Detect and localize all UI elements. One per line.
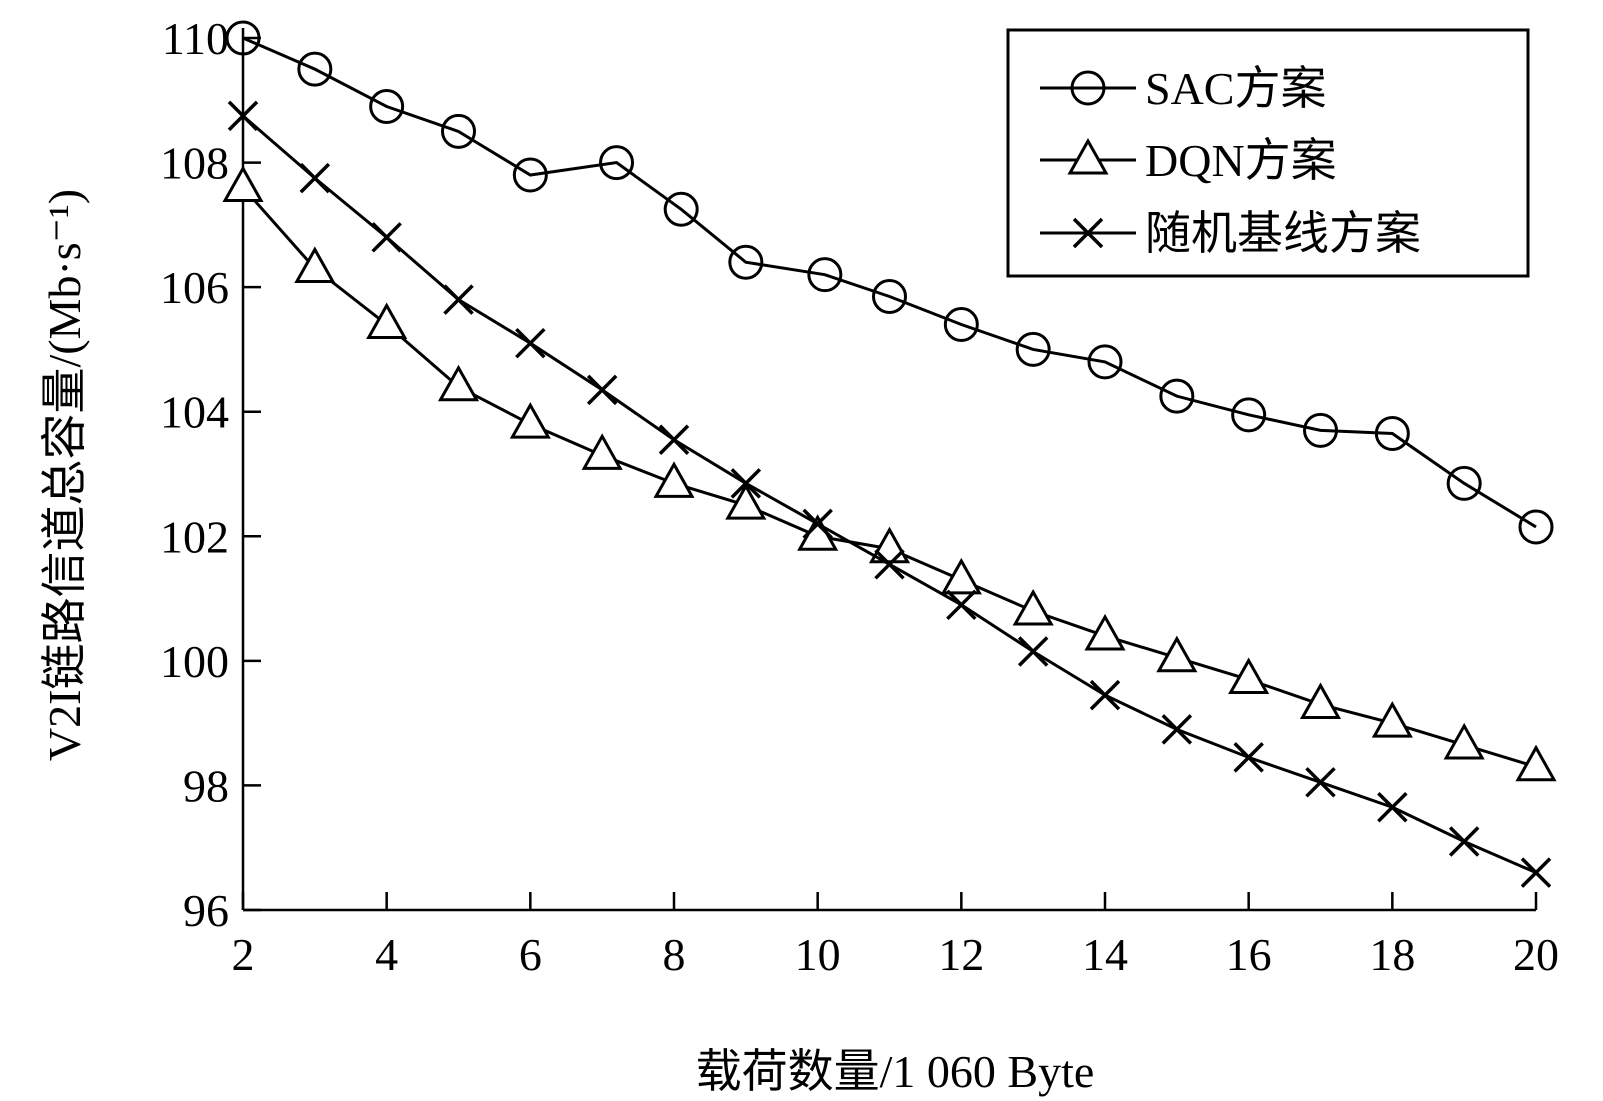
triangle-marker: [725, 483, 767, 520]
x-marker: [1520, 857, 1552, 888]
series-line: [242, 36, 1537, 529]
triangle-marker: [1156, 635, 1198, 673]
y-tick-label: 106: [160, 262, 229, 313]
circle-marker: [369, 89, 405, 125]
x-marker: [1233, 742, 1264, 773]
x-marker: [299, 162, 331, 194]
triangle-marker: [1084, 613, 1126, 651]
y-tick-label: 104: [160, 387, 229, 438]
circle-marker: [663, 191, 699, 227]
x-marker: [371, 222, 402, 253]
series-1: [222, 165, 1557, 782]
circle-marker: [1518, 509, 1554, 545]
x-marker: [586, 374, 618, 406]
triangle-marker: [509, 402, 551, 439]
x-tick-label: 6: [519, 929, 542, 980]
x-marker: [227, 100, 259, 132]
circle-marker: [1015, 331, 1051, 367]
x-tick-label: 20: [1513, 929, 1559, 980]
x-marker: [1448, 826, 1480, 857]
circle-marker: [1087, 344, 1123, 380]
x-marker: [1089, 679, 1121, 711]
x-marker: [1161, 714, 1193, 745]
series-2: [227, 100, 1552, 888]
y-tick-label: 100: [160, 636, 229, 687]
x-tick-label: 4: [375, 929, 398, 980]
y-tick-label: 102: [160, 511, 229, 562]
circle-marker: [297, 51, 333, 87]
y-tick-label: 96: [183, 885, 229, 936]
series-0: [225, 20, 1554, 545]
circle-marker: [807, 257, 843, 293]
triangle-marker: [1228, 657, 1270, 695]
x-marker: [658, 424, 690, 455]
y-axis-title: V2I链路信道总容量/(Mb·s⁻¹): [39, 189, 90, 761]
circle-marker: [512, 157, 548, 193]
series-group: [222, 20, 1557, 888]
triangle-marker: [1067, 137, 1109, 175]
x-marker: [730, 468, 762, 499]
x-tick-label: 18: [1369, 929, 1415, 980]
circle-marker: [728, 244, 764, 280]
ticks: 2 4 6 8 10 12 14 16 18 20 96 98 100 102 104 106 108 110: [160, 13, 1559, 980]
triangle-marker: [1012, 588, 1054, 626]
x-tick-label: 16: [1226, 929, 1272, 980]
triangle-marker: [222, 165, 264, 202]
circle-marker: [1231, 397, 1267, 433]
triangle-marker: [1515, 744, 1557, 782]
legend-label: 随机基线方案: [1145, 208, 1421, 259]
circle-marker: [441, 113, 476, 149]
circle-marker: [1374, 416, 1410, 452]
x-marker: [1377, 791, 1408, 823]
x-tick-label: 2: [232, 929, 255, 980]
x-marker: [1305, 767, 1336, 798]
x-marker: [874, 549, 905, 580]
circle-marker: [225, 20, 261, 56]
x-tick-label: 10: [795, 929, 841, 980]
circle-marker: [599, 145, 635, 181]
circle-marker: [1159, 378, 1195, 414]
x-marker: [1072, 217, 1104, 249]
legend-label: DQN方案: [1145, 135, 1337, 186]
y-tick-label: 98: [183, 760, 229, 811]
triangle-marker: [1371, 701, 1413, 738]
triangle-marker: [940, 557, 982, 595]
circle-marker: [1303, 412, 1338, 448]
x-axis-title: 载荷数量/1 060 Byte: [696, 1046, 1095, 1097]
circle-marker: [872, 278, 907, 314]
triangle-marker: [437, 364, 480, 402]
x-tick-label: 8: [663, 929, 686, 980]
triangle-marker: [653, 461, 695, 498]
circle-marker: [1446, 465, 1482, 501]
circle-marker: [943, 307, 979, 343]
y-tick-label: 108: [160, 138, 229, 189]
triangle-marker: [366, 302, 408, 340]
x-tick-label: 14: [1082, 929, 1128, 980]
y-tick-label: 110: [162, 13, 229, 64]
x-marker: [515, 327, 546, 359]
triangle-marker: [294, 246, 336, 283]
x-marker: [1017, 636, 1049, 667]
legend-label: SAC方案: [1145, 63, 1326, 114]
x-marker: [802, 508, 833, 540]
x-marker: [443, 284, 474, 315]
triangle-marker: [1443, 722, 1485, 760]
triangle-marker: [581, 433, 623, 470]
x-tick-label: 12: [938, 929, 984, 980]
circle-marker: [1070, 70, 1106, 106]
triangle-marker: [1299, 682, 1342, 719]
x-marker: [946, 589, 977, 621]
